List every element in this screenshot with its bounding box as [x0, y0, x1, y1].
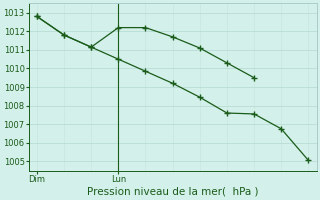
X-axis label: Pression niveau de la mer(  hPa ): Pression niveau de la mer( hPa ) — [87, 187, 258, 197]
